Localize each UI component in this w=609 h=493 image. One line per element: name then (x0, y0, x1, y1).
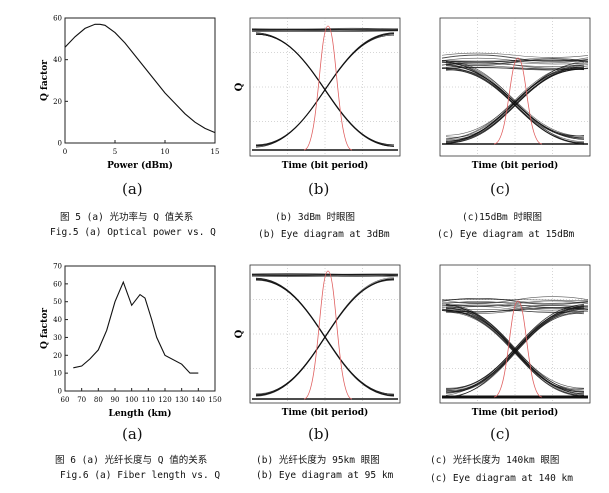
eye-red-pulse (303, 270, 353, 400)
fig6-caption-en: Fig.6 (a) Fiber length vs. Q (60, 470, 221, 481)
plot-frame (64, 17, 216, 144)
eye-trace-high (441, 67, 589, 69)
x-tick-label: 80 (94, 396, 103, 404)
eye-trace-high (251, 273, 399, 276)
x-tick-label: 130 (175, 396, 188, 404)
x-axis-label: Length (km) (109, 408, 172, 419)
y-tick-label: 50 (53, 298, 62, 306)
x-axis-label: Power (dBm) (107, 160, 173, 171)
eye-trace-high (441, 57, 589, 63)
eye-trace-falling (445, 303, 585, 389)
eye-diagram-140km: Time (bit period) (439, 264, 591, 418)
eye-trace-high (441, 301, 589, 308)
eye-trace-rising (445, 69, 585, 144)
eye-trace-high (441, 297, 589, 304)
eye-red-pulse (493, 57, 543, 145)
eye-trace-rising (445, 68, 585, 143)
panel-label-c2: (c) (490, 425, 511, 443)
eye-trace-rising (255, 278, 395, 395)
y-tick-label: 0 (58, 388, 62, 396)
panel-label-b2: (b) (308, 425, 330, 443)
y-tick-label: 40 (53, 316, 62, 324)
eye-c1-caption-en: (c) Eye diagram at 15dBm (437, 229, 575, 240)
panel-label-b1: (b) (308, 180, 330, 198)
eye-c1-caption-cn: (c)15dBm 时眼图 (462, 212, 542, 223)
y-tick-label: 10 (53, 370, 62, 378)
eye-trace-rising (255, 32, 395, 146)
x-tick-label: 15 (211, 148, 220, 156)
panel-label-c1: (c) (490, 180, 511, 198)
y-tick-label: 20 (53, 352, 62, 360)
data-line (64, 23, 216, 134)
x-axis-label: Time (bit period) (282, 160, 369, 171)
fig6-caption-cn: 图 6 (a) 光纤长度与 Q 值的关系 (55, 455, 208, 466)
panel-label-a2: (a) (122, 425, 143, 443)
x-tick-label: 70 (77, 396, 86, 404)
eye-trace-high (441, 62, 589, 67)
eye-b1-caption-en: (b) Eye diagram at 3dBm (258, 229, 390, 240)
chart-q-vs-length: 60 70 80 90 100 110 120 130 140 150 0 10 20 30 40 50 60 7… (40, 263, 222, 420)
fig5-caption-en: Fig.5 (a) Optical power vs. Q (50, 227, 216, 238)
x-tick-label: 150 (208, 396, 221, 404)
x-tick-label: 110 (142, 396, 155, 404)
y-axis-label: Q factor (40, 308, 50, 349)
eye-trace-high (441, 299, 589, 301)
eye-trace-rising (445, 64, 585, 140)
y-tick-label: 70 (53, 263, 62, 271)
eye-diagram-15dbm: Time (bit period) (439, 17, 591, 171)
eye-diagram-95km: Time (bit period) Q (234, 264, 401, 418)
y-axis-label: Q factor (40, 60, 50, 101)
eye-trace-falling (445, 311, 585, 397)
y-tick-label: 60 (53, 15, 62, 23)
eye-trace-rising (255, 278, 395, 396)
chart-q-vs-power: 0 5 10 15 0 20 40 60 Power (dBm) Q factor (40, 15, 220, 172)
eye-trace-high (441, 54, 589, 62)
eye-trace-falling (445, 61, 585, 137)
x-tick-label: 10 (161, 148, 170, 156)
eye-trace-high (441, 308, 589, 313)
eye-trace-high (441, 60, 589, 62)
eye-c2-caption-en: (c) Eye diagram at 140 km (430, 473, 573, 484)
fig5-caption-cn: 图 5 (a) 光功率与 Q 值关系 (60, 212, 194, 223)
y-tick-label: 40 (53, 56, 62, 64)
y-axis-label: Q (234, 82, 245, 91)
x-tick-label: 120 (158, 396, 171, 404)
eye-diagram-3dbm: Time (bit period) Q (234, 17, 401, 171)
x-tick-label: 100 (125, 396, 138, 404)
x-tick-label: 90 (111, 396, 120, 404)
y-tick-label: 20 (53, 98, 62, 106)
plot-frame (64, 265, 216, 392)
eye-trace-rising (445, 306, 585, 391)
eye-trace-high (441, 52, 589, 58)
eye-trace-high (441, 300, 589, 307)
eye-b2-caption-cn: (b) 光纤长度为 95km 眼图 (256, 455, 380, 466)
y-tick-label: 0 (58, 140, 62, 148)
eye-trace-rising (255, 33, 395, 147)
eye-c2-caption-cn: (c) 光纤长度为 140km 眼图 (430, 455, 560, 466)
panel-label-a1: (a) (122, 180, 143, 198)
data-line (73, 280, 199, 374)
eye-trace-rising (445, 312, 585, 398)
x-axis-label: Time (bit period) (282, 407, 369, 418)
y-tick-label: 60 (53, 280, 62, 288)
y-tick-label: 30 (53, 334, 62, 342)
eye-trace-rising (445, 66, 585, 142)
eye-trace-high (251, 29, 399, 31)
x-tick-label: 5 (113, 148, 117, 156)
eye-trace-falling (445, 310, 585, 396)
x-tick-label: 0 (63, 148, 67, 156)
eye-b1-caption-cn: (b) 3dBm 时眼图 (275, 212, 355, 223)
y-axis-label: Q (234, 329, 245, 338)
eye-red-pulse (493, 300, 543, 398)
x-tick-label: 60 (61, 396, 70, 404)
x-axis-label: Time (bit period) (472, 407, 559, 418)
x-axis-label: Time (bit period) (472, 160, 559, 171)
x-tick-label: 140 (192, 396, 205, 404)
eye-b2-caption-en: (b) Eye diagram at 95 km (256, 470, 394, 481)
eye-trace-high (441, 54, 589, 62)
eye-red-pulse (303, 25, 353, 151)
